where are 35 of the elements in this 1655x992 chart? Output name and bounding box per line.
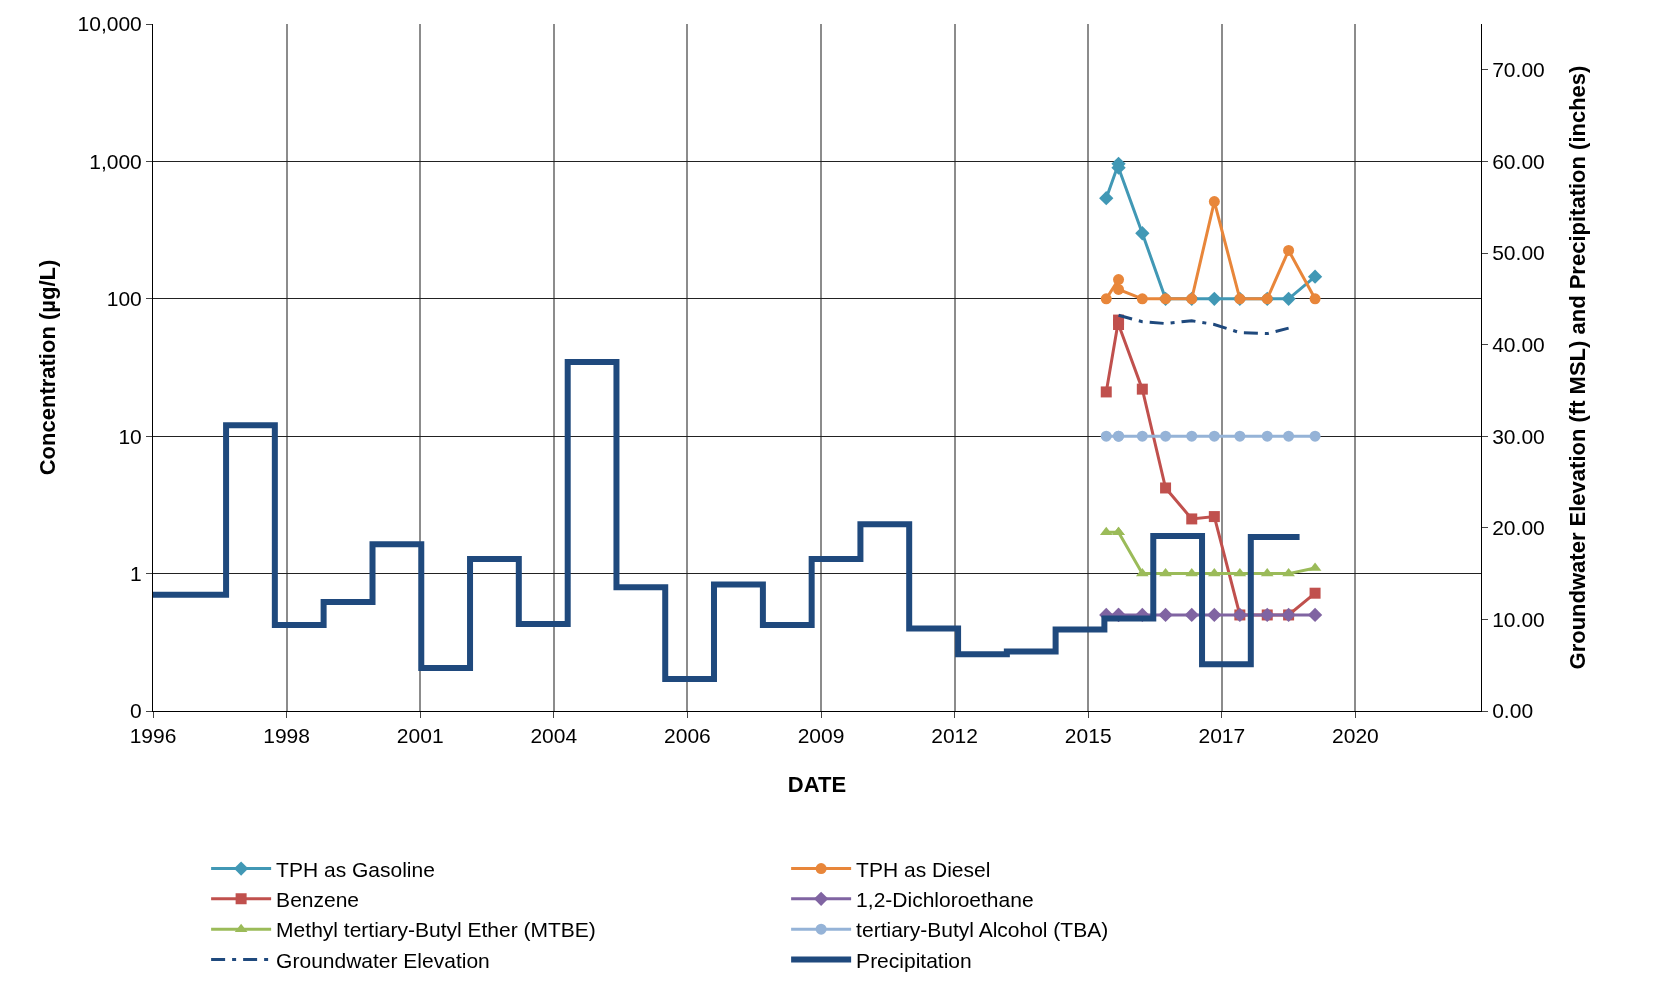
x-tick-label: 2012 [931, 724, 978, 748]
x-tick-label: 2015 [1064, 724, 1112, 748]
x-tick-label: 2001 [396, 724, 444, 748]
legend-label: Methyl tertiary-Butyl Ether (MTBE) [276, 918, 596, 942]
y-tick-label: 10,000 [77, 12, 142, 36]
x-tick-label: 1998 [263, 724, 310, 748]
x-tick-label: 2009 [797, 724, 845, 748]
x-tick-label: 2020 [1332, 724, 1379, 748]
x-tick-label: 2004 [530, 724, 578, 748]
y2-tick-label: 0.00 [1492, 699, 1534, 723]
y2-tick-label: 50.00 [1492, 241, 1545, 265]
legend-label: Precipitation [856, 948, 972, 972]
legend-label: 1,2-Dichloroethane [856, 888, 1034, 912]
legend-label: Benzene [276, 888, 360, 912]
legend-label: tertiary-Butyl Alcohol (TBA) [856, 918, 1109, 942]
y2-tick-label: 10.00 [1492, 607, 1545, 631]
x-tick-label: 2006 [664, 724, 711, 748]
y2-tick-label: 30.00 [1492, 424, 1545, 448]
y-tick-label: 1 [130, 561, 142, 585]
x-axis-title: DATE [787, 772, 847, 798]
legend-label: Groundwater Elevation [276, 948, 490, 972]
legend-label: TPH as Diesel [856, 857, 991, 881]
y2-tick-label: 20.00 [1492, 516, 1545, 540]
x-tick-label: 2017 [1198, 724, 1246, 748]
y-axis-title: Concentration (µg/L) [35, 259, 61, 476]
x-tick-label: 1996 [129, 724, 177, 748]
y-tick-label: 0 [130, 699, 142, 723]
y-tick-label: 100 [106, 287, 142, 311]
y-tick-label: 10 [118, 424, 142, 448]
y2-axis-title: Groundwater Elevation (ft MSL) and Precipitation (inches) [1564, 65, 1590, 670]
legend-label: TPH as Gasoline [276, 857, 435, 881]
y-tick-label: 1,000 [89, 149, 142, 173]
y2-tick-label: 40.00 [1492, 332, 1545, 356]
y2-tick-label: 70.00 [1492, 58, 1545, 82]
y2-tick-label: 60.00 [1492, 149, 1545, 173]
